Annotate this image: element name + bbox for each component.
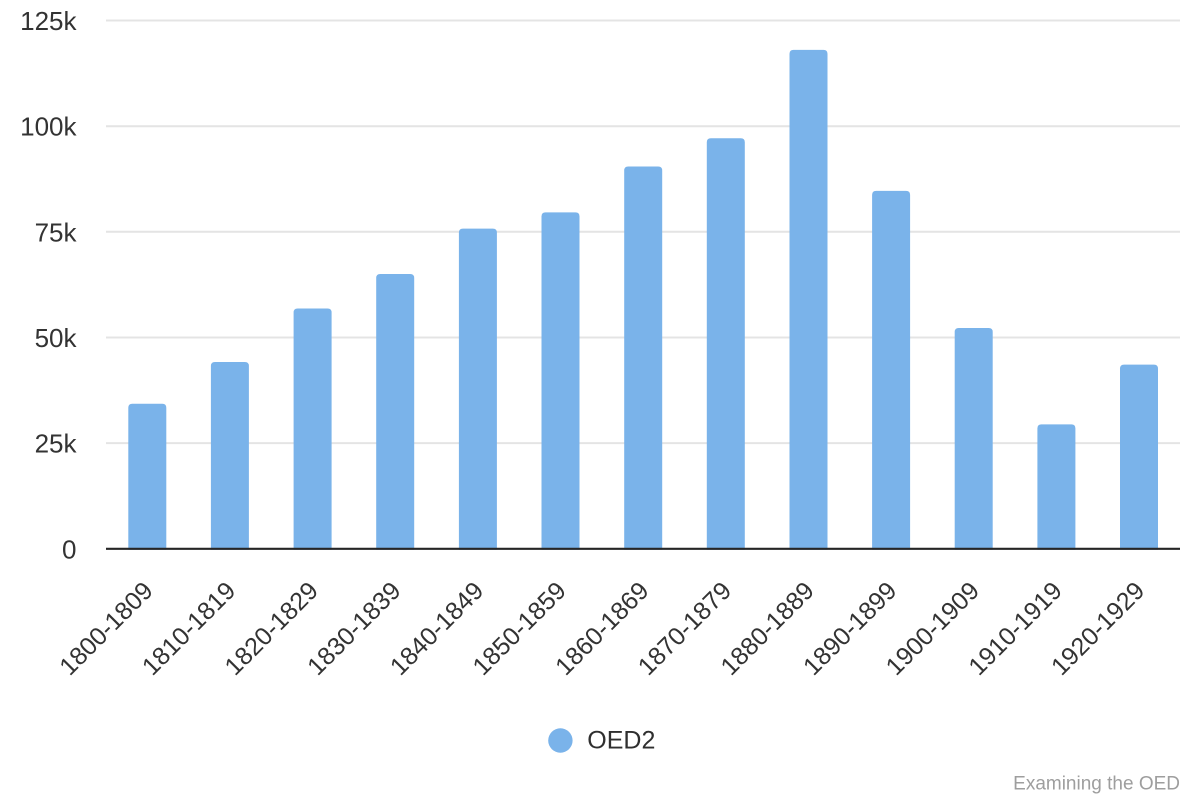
svg-text:50k: 50k xyxy=(35,323,78,353)
svg-text:100k: 100k xyxy=(20,112,77,142)
svg-text:75k: 75k xyxy=(35,217,78,247)
svg-text:125k: 125k xyxy=(20,6,77,36)
svg-text:0: 0 xyxy=(62,534,76,564)
svg-text:25k: 25k xyxy=(35,429,78,459)
svg-text:OED2: OED2 xyxy=(587,727,655,755)
svg-text:Examining the OED: Examining the OED xyxy=(1013,773,1180,794)
